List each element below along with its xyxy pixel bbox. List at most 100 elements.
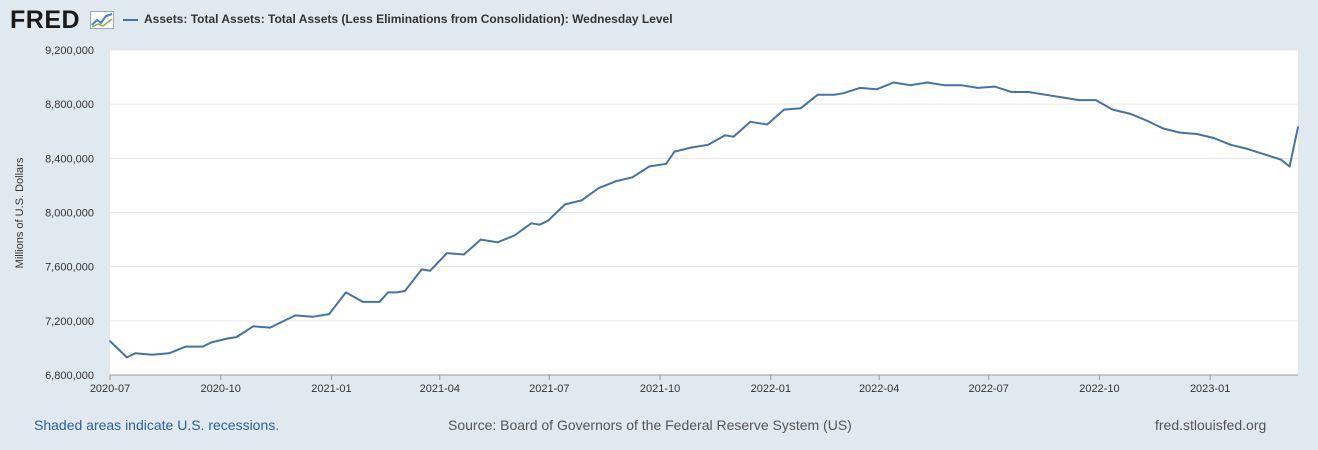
x-tick-label: 2022-04 <box>859 383 899 395</box>
data-point[interactable] <box>1111 108 1114 111</box>
x-tick-label: 2021-04 <box>420 383 460 395</box>
data-point[interactable] <box>126 356 128 359</box>
data-point[interactable] <box>361 301 364 303</box>
data-point[interactable] <box>1027 91 1030 93</box>
data-point[interactable] <box>690 146 693 149</box>
data-point[interactable] <box>842 92 844 95</box>
y-axis-ticks: 9,200,000 8,800,000 8,400,000 8,000,000 7,60… <box>45 45 94 382</box>
data-point[interactable] <box>665 162 667 165</box>
data-point[interactable] <box>328 313 330 315</box>
data-point[interactable] <box>800 107 802 110</box>
data-point[interactable] <box>833 93 836 96</box>
data-point[interactable] <box>395 291 398 294</box>
data-point[interactable] <box>976 87 979 89</box>
chart-header: FRED Assets: Total Assets: Total Assets … <box>0 0 1318 40</box>
data-point[interactable] <box>960 84 962 87</box>
data-point[interactable] <box>1246 148 1249 150</box>
data-point[interactable] <box>269 326 271 329</box>
data-point[interactable] <box>530 222 533 225</box>
data-point[interactable] <box>1212 137 1215 139</box>
data-point[interactable] <box>673 150 676 153</box>
data-point[interactable] <box>1229 143 1232 146</box>
data-point[interactable] <box>783 108 785 111</box>
data-point[interactable] <box>420 268 423 271</box>
data-point[interactable] <box>614 180 617 183</box>
data-point[interactable] <box>378 301 381 303</box>
x-tick-label: 2023-01 <box>1190 383 1230 395</box>
y-tick-label: 7,200,000 <box>45 316 94 328</box>
data-point[interactable] <box>597 187 600 190</box>
data-point[interactable] <box>201 345 204 348</box>
data-point[interactable] <box>387 291 389 294</box>
data-point[interactable] <box>1094 99 1097 101</box>
data-point[interactable] <box>564 203 566 206</box>
x-tick-label: 2020-10 <box>201 383 241 395</box>
data-point[interactable] <box>235 336 238 338</box>
data-point[interactable] <box>859 87 861 89</box>
data-point[interactable] <box>151 353 154 356</box>
data-point[interactable] <box>446 252 448 255</box>
data-point[interactable] <box>210 341 213 344</box>
data-point[interactable] <box>252 325 255 328</box>
x-tick-label: 2021-07 <box>529 383 569 395</box>
data-point[interactable] <box>1263 153 1266 156</box>
data-point[interactable] <box>1179 131 1181 134</box>
data-point[interactable] <box>294 314 297 317</box>
data-point[interactable] <box>926 81 929 84</box>
data-point[interactable] <box>479 238 482 241</box>
data-point[interactable] <box>1128 112 1131 115</box>
data-point[interactable] <box>404 290 406 292</box>
data-point[interactable] <box>892 81 895 84</box>
y-tick-label: 9,200,000 <box>45 45 94 57</box>
data-point[interactable] <box>631 176 634 179</box>
data-point[interactable] <box>580 199 583 202</box>
data-point[interactable] <box>1078 99 1080 101</box>
data-point[interactable] <box>943 84 945 87</box>
data-point[interactable] <box>1145 119 1148 122</box>
data-point[interactable] <box>227 337 229 340</box>
data-point[interactable] <box>875 88 878 91</box>
data-point[interactable] <box>909 84 912 87</box>
data-point[interactable] <box>1010 91 1013 93</box>
site-link[interactable]: fred.stlouisfed.org <box>1155 417 1267 433</box>
data-point[interactable] <box>724 134 726 137</box>
data-point[interactable] <box>732 135 735 138</box>
x-tick-label: 2021-10 <box>640 383 680 395</box>
data-point[interactable] <box>766 123 769 126</box>
y-tick-label: 8,800,000 <box>45 99 94 111</box>
legend-label[interactable]: Assets: Total Assets: Total Assets (Less… <box>144 12 673 26</box>
data-point[interactable] <box>429 269 432 272</box>
data-point[interactable] <box>184 345 187 348</box>
data-point[interactable] <box>538 223 541 226</box>
data-point[interactable] <box>1162 127 1165 130</box>
data-point[interactable] <box>496 241 499 244</box>
data-point[interactable] <box>277 322 280 325</box>
data-point[interactable] <box>648 165 651 168</box>
data-point[interactable] <box>1044 93 1047 96</box>
data-point[interactable] <box>993 85 996 88</box>
data-point[interactable] <box>1288 165 1291 168</box>
data-point[interactable] <box>513 234 516 237</box>
data-point[interactable] <box>1061 96 1063 99</box>
recession-note: Shaded areas indicate U.S. recessions. <box>34 417 280 433</box>
data-point[interactable] <box>1196 133 1198 135</box>
data-point[interactable] <box>134 352 137 355</box>
line-chart: 9,200,000 8,800,000 8,400,000 8,000,000 7,60… <box>45 45 1299 395</box>
data-point[interactable] <box>109 340 111 342</box>
y-tick-label: 6,800,000 <box>45 370 94 382</box>
data-point[interactable] <box>311 315 314 318</box>
data-point[interactable] <box>463 253 465 256</box>
data-point[interactable] <box>547 219 549 222</box>
data-point[interactable] <box>1297 126 1299 129</box>
data-point[interactable] <box>1280 158 1282 161</box>
data-point[interactable] <box>345 291 347 294</box>
x-tick-label: 2022-10 <box>1079 383 1119 395</box>
line-chart-icon <box>90 11 114 29</box>
data-point[interactable] <box>168 352 170 355</box>
data-point[interactable] <box>816 93 819 96</box>
data-point[interactable] <box>749 120 752 123</box>
fred-logo[interactable]: FRED <box>10 6 81 34</box>
y-tick-label: 8,000,000 <box>45 208 94 220</box>
data-point[interactable] <box>707 143 710 146</box>
x-tick-label: 2022-01 <box>751 383 791 395</box>
